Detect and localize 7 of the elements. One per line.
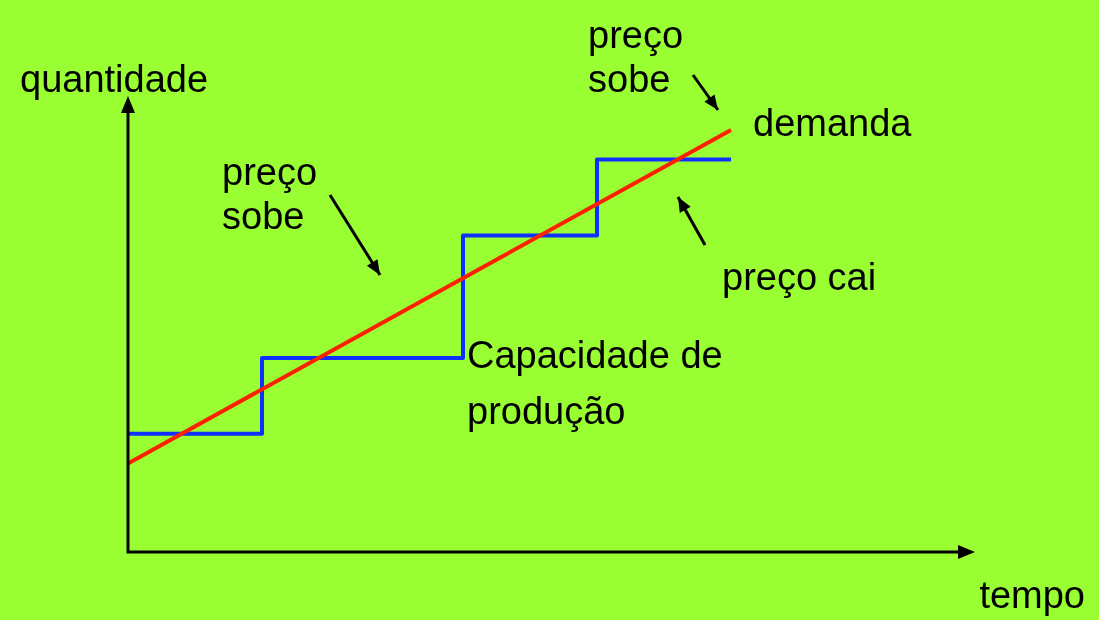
y-axis-title: quantidade <box>20 58 209 101</box>
series-label: Capacidade de produção <box>467 334 723 433</box>
text: preço sobe <box>588 14 684 101</box>
x-axis-title: tempo <box>979 574 1085 617</box>
annotation: preço sobe <box>222 151 318 238</box>
series-label: demanda <box>753 102 913 145</box>
annotation: preço cai <box>722 256 877 299</box>
